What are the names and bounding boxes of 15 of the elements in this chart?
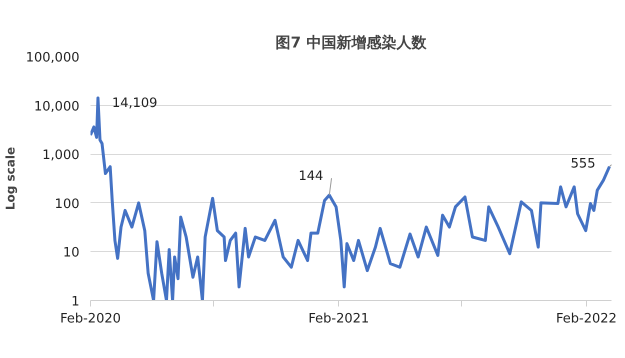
y-tick-label: 1 (71, 294, 80, 310)
x-tick-label: Feb-2021 (308, 312, 370, 326)
y-tick-label: 100,000 (26, 50, 80, 66)
x-tick-label: Feb-2022 (556, 312, 617, 326)
y-tick-label: 100 (54, 196, 80, 212)
y-tick-label: 10 (62, 246, 80, 261)
line-series (90, 96, 611, 300)
annotation: 144 (298, 169, 324, 184)
y-axis-title: Log scale (4, 146, 18, 210)
x-tick-label: Feb-2020 (60, 312, 121, 326)
chart-title: 图7 中国新增感染人数 (276, 34, 428, 52)
annotation: 555 (570, 156, 596, 172)
y-tick-label: 10,000 (34, 99, 80, 114)
annotation: 14,109 (112, 96, 158, 112)
y-tick-label: 1,000 (42, 148, 80, 164)
